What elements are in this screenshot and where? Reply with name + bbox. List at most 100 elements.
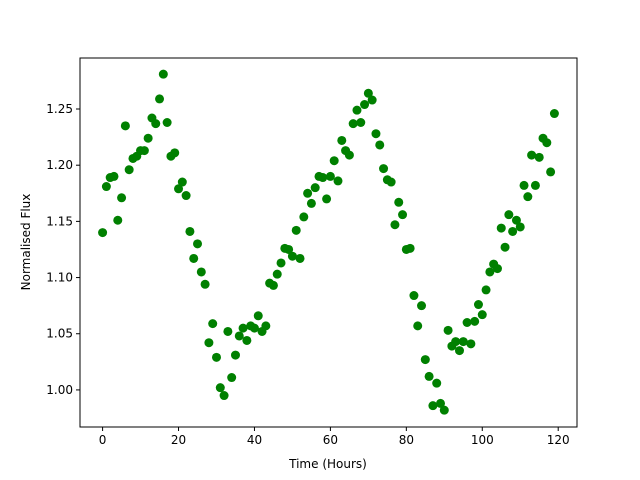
point — [496, 223, 506, 233]
point — [530, 180, 540, 190]
point — [432, 378, 442, 388]
point — [287, 251, 297, 261]
point — [466, 339, 476, 349]
point — [204, 338, 214, 348]
point — [174, 184, 184, 194]
point — [462, 318, 472, 328]
x-axis-label: Time (Hours) — [288, 457, 367, 471]
point — [139, 146, 149, 156]
point — [511, 215, 521, 225]
point — [394, 197, 404, 207]
y-tick-label: 1.20 — [46, 158, 73, 172]
point — [348, 119, 358, 129]
point — [253, 311, 263, 321]
point — [208, 319, 218, 329]
point — [318, 173, 328, 183]
point — [276, 258, 286, 268]
point — [451, 337, 461, 347]
point — [390, 220, 400, 230]
point — [284, 244, 294, 254]
point — [117, 193, 127, 203]
point — [470, 316, 480, 326]
point — [234, 331, 244, 341]
point — [196, 267, 206, 277]
point — [360, 100, 370, 110]
point — [261, 321, 271, 331]
point — [375, 140, 385, 150]
point — [238, 323, 248, 333]
point — [436, 398, 446, 408]
point — [162, 117, 172, 127]
x-tick-label: 60 — [323, 433, 338, 447]
x-tick-label: 20 — [171, 433, 186, 447]
point — [527, 150, 537, 160]
point — [542, 138, 552, 148]
point — [371, 129, 381, 139]
y-tick-label: 1.10 — [46, 271, 73, 285]
point — [306, 198, 316, 208]
point — [295, 253, 305, 263]
point — [356, 117, 366, 127]
y-tick-label: 1.25 — [46, 102, 73, 116]
point — [272, 269, 282, 279]
point — [534, 152, 544, 162]
point — [344, 150, 354, 160]
point — [193, 239, 203, 249]
point — [230, 350, 240, 360]
point — [424, 371, 434, 381]
point — [109, 171, 119, 181]
point — [443, 325, 453, 335]
point — [413, 321, 423, 331]
point — [417, 301, 427, 311]
point — [549, 109, 559, 119]
x-tick-label: 40 — [247, 433, 262, 447]
point — [181, 191, 191, 201]
point — [337, 135, 347, 145]
point — [352, 105, 362, 115]
point — [500, 242, 510, 252]
point — [405, 243, 415, 253]
x-tick-label: 80 — [399, 433, 414, 447]
point — [473, 300, 483, 310]
point — [268, 280, 278, 290]
point — [398, 210, 408, 220]
y-axis-label: Normalised Flux — [19, 194, 33, 291]
point — [101, 182, 111, 192]
point — [177, 177, 187, 187]
point — [508, 226, 518, 236]
point — [367, 95, 377, 105]
x-tick-label: 120 — [547, 433, 570, 447]
point — [124, 165, 134, 175]
point — [215, 383, 225, 393]
point — [379, 164, 389, 174]
y-tick-label: 1.05 — [46, 327, 73, 341]
point — [113, 215, 123, 225]
point — [322, 194, 332, 204]
point — [158, 69, 168, 79]
point — [519, 180, 529, 190]
point — [227, 373, 237, 383]
point — [504, 210, 514, 220]
point — [477, 310, 487, 320]
point — [185, 226, 195, 236]
point — [219, 391, 229, 401]
point — [325, 171, 335, 181]
point — [386, 177, 396, 187]
point — [170, 148, 180, 158]
point — [98, 228, 108, 238]
point — [249, 323, 259, 333]
y-tick-label: 1.00 — [46, 383, 73, 397]
point — [303, 188, 313, 198]
point — [454, 346, 464, 356]
point — [189, 253, 199, 263]
y-tick-label: 1.15 — [46, 214, 73, 228]
point — [333, 176, 343, 186]
point — [515, 222, 525, 232]
point — [200, 279, 210, 289]
point — [291, 225, 301, 235]
point — [428, 401, 438, 411]
point — [439, 405, 449, 415]
point — [485, 267, 495, 277]
